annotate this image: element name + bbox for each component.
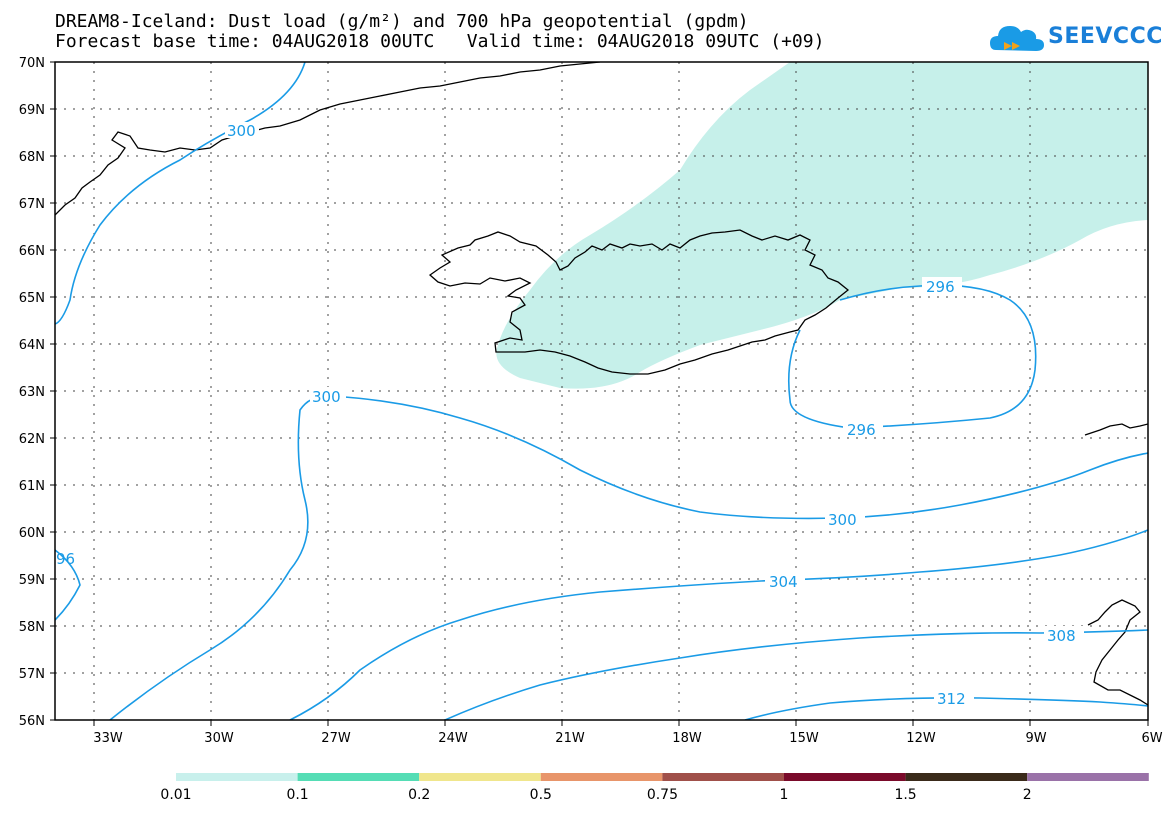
lon-label: 9W (1025, 731, 1046, 746)
lat-ticks (50, 61, 55, 721)
contour-label-296-edge: 96 (56, 550, 75, 568)
lat-label: 57N (19, 667, 45, 682)
dust-load-legend: 0.01 0.1 0.2 0.5 0.75 1 1.5 2 (160, 773, 1149, 803)
legend-label: 0.5 (530, 787, 552, 803)
scotland-coastline (1084, 423, 1148, 436)
legend-swatch (540, 773, 663, 781)
lat-label: 58N (19, 620, 45, 635)
lat-label: 66N (19, 244, 45, 259)
legend-label: 1.5 (894, 787, 916, 803)
contour-label-304: 304 (769, 573, 798, 591)
seevccc-logo: SEEVCCC (990, 18, 1170, 58)
lon-label: 24W (438, 731, 468, 746)
lon-label: 12W (906, 731, 936, 746)
legend-swatch (176, 773, 298, 781)
legend-label: 0.01 (160, 787, 191, 803)
lon-labels: 33W 30W 27W 24W 21W 18W 15W 12W 9W 6W (93, 731, 1162, 746)
lat-label: 64N (19, 338, 45, 353)
contour-label-300-b: 300 (312, 388, 341, 406)
cloud-icon (990, 26, 1044, 51)
logo-text: SEEVCCC (1048, 24, 1163, 49)
legend-label: 0.2 (408, 787, 430, 803)
greenland-coastline (55, 62, 601, 216)
lat-label: 63N (19, 385, 45, 400)
legend-label: 2 (1023, 787, 1032, 803)
lat-label: 68N (19, 150, 45, 165)
lon-label: 15W (789, 731, 819, 746)
contour-labels: 300 300 296 296 300 304 308 312 96 (56, 122, 1084, 708)
lon-ticks (93, 720, 1149, 726)
legend-swatch (905, 773, 1028, 781)
legend-swatch (662, 773, 784, 781)
lat-labels: 70N 69N 68N 67N 66N 65N 64N 63N 62N 61N … (19, 56, 45, 729)
lat-label: 61N (19, 479, 45, 494)
lon-label: 21W (555, 731, 585, 746)
lat-label: 70N (19, 56, 45, 71)
dust-load-area (496, 62, 1148, 389)
contour-label-312: 312 (937, 690, 966, 708)
lat-label: 65N (19, 291, 45, 306)
contour-label-300-a: 300 (227, 122, 256, 140)
scotland-coastline-south (1087, 599, 1148, 706)
lat-label: 59N (19, 573, 45, 588)
contour-label-296-a: 296 (926, 278, 955, 296)
lon-label: 27W (321, 731, 351, 746)
iceland-coastline (428, 229, 850, 375)
legend-swatch (784, 773, 906, 781)
contour-label-296-b: 296 (847, 421, 876, 439)
lat-label: 69N (19, 103, 45, 118)
lat-label: 67N (19, 197, 45, 212)
map-subtitle: Forecast base time: 04AUG2018 00UTC Vali… (55, 31, 825, 52)
legend-swatch (1027, 773, 1149, 781)
lon-label: 18W (672, 731, 702, 746)
lon-label: 33W (93, 731, 123, 746)
map-title: DREAM8-Iceland: Dust load (g/m²) and 700… (55, 11, 749, 32)
legend-swatch (419, 773, 541, 781)
graticule (55, 62, 1148, 720)
legend-label: 0.1 (286, 787, 308, 803)
lon-label: 30W (204, 731, 234, 746)
lon-label: 6W (1141, 731, 1162, 746)
lat-label: 60N (19, 526, 45, 541)
contour-label-308: 308 (1047, 627, 1076, 645)
contour-label-300-c: 300 (828, 511, 857, 529)
legend-label: 1 (780, 787, 789, 803)
lat-label: 62N (19, 432, 45, 447)
legend-label: 0.75 (647, 787, 678, 803)
lat-label: 56N (19, 714, 45, 729)
legend-swatch (297, 773, 420, 781)
